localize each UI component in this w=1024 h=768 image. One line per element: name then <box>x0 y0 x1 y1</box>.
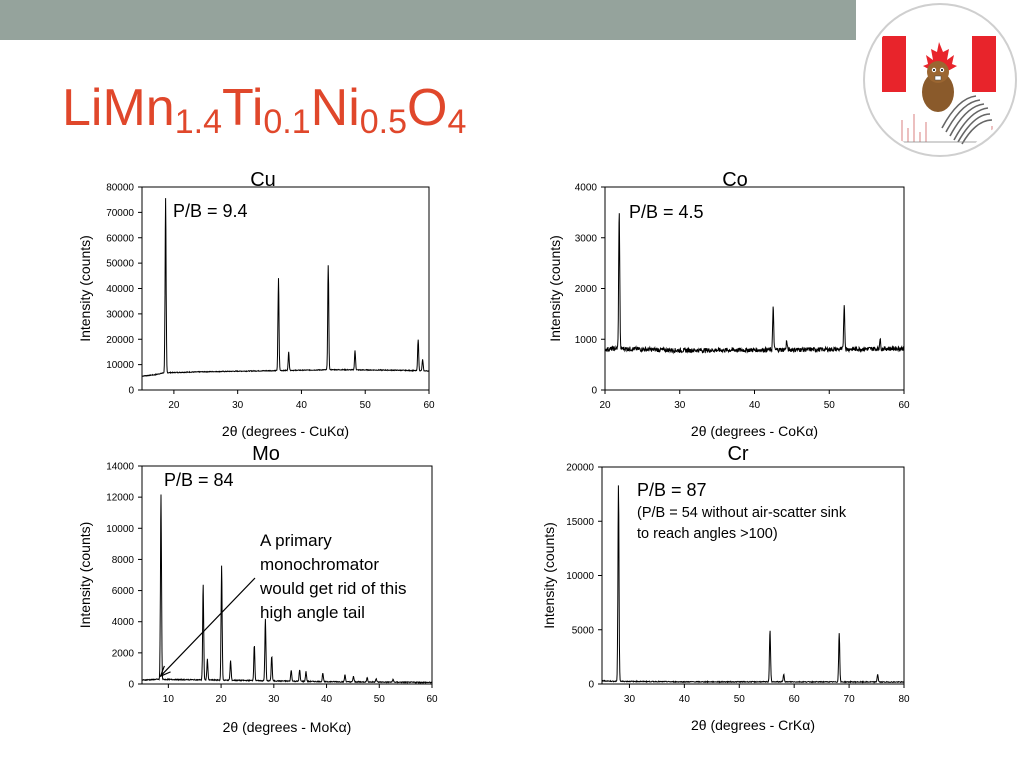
y-tick-label: 0 <box>128 680 134 691</box>
chart-title: Mo <box>252 443 280 465</box>
x-tick-label: 60 <box>426 694 438 705</box>
title-part: Ti <box>221 79 264 137</box>
x-tick-label: 50 <box>360 400 372 411</box>
pb-ratio-label: P/B = 84 <box>164 470 234 490</box>
y-tick-label: 1000 <box>575 335 598 346</box>
y-tick-label: 20000 <box>566 463 594 474</box>
x-tick-label: 10 <box>163 694 175 705</box>
x-tick-label: 40 <box>296 400 308 411</box>
title-subscript: 4 <box>447 103 467 141</box>
mo-xrd-chart: Mo 0 2000 4000 6000 8000 10000 12000 14000 10 20 30… <box>77 443 438 735</box>
note-line: monochromator <box>260 555 380 574</box>
x-axis-label: 2θ (degrees - CoKα) <box>691 423 818 439</box>
chart-title: Co <box>722 169 748 191</box>
y-tick-label: 0 <box>588 680 594 691</box>
y-tick-label: 2000 <box>112 648 135 659</box>
x-tick-label: 40 <box>749 400 761 411</box>
note-line: A primary <box>260 531 332 550</box>
title-subscript: 1.4 <box>174 103 222 141</box>
y-tick-label: 40000 <box>106 284 134 295</box>
x-tick-label: 40 <box>679 694 691 705</box>
x-axis-label: 2θ (degrees - MoKα) <box>223 719 352 735</box>
y-tick-label: 80000 <box>106 183 134 194</box>
y-tick-label: 3000 <box>575 233 598 244</box>
y-tick-label: 5000 <box>572 625 595 636</box>
y-tick-label: 6000 <box>112 586 135 597</box>
x-tick-label: 30 <box>674 400 686 411</box>
y-tick-label: 70000 <box>106 208 134 219</box>
y-tick-label: 0 <box>591 386 597 397</box>
x-tick-label: 40 <box>321 694 333 705</box>
arrow-head <box>159 665 171 678</box>
cr-xrd-chart: Cr 0 5000 10000 15000 20000 30 40 50 60 70 80 2θ (de… <box>541 443 910 733</box>
x-tick-label: 60 <box>898 400 910 411</box>
y-tick-label: 12000 <box>106 493 134 504</box>
x-tick-label: 20 <box>599 400 611 411</box>
title-part: O <box>407 79 448 137</box>
x-tick-label: 20 <box>168 400 180 411</box>
canada-flag-beaver-logo-icon <box>862 2 1018 158</box>
note-line: high angle tail <box>260 603 365 622</box>
cr-annotation-line: (P/B = 54 without air-scatter sink <box>637 505 847 521</box>
x-axis-label: 2θ (degrees - CrKα) <box>691 717 815 733</box>
series-line <box>141 494 433 685</box>
x-tick-label: 20 <box>216 694 228 705</box>
y-tick-label: 10000 <box>106 360 134 371</box>
x-tick-label: 50 <box>734 694 746 705</box>
chart-title: Cr <box>727 443 748 465</box>
x-tick-label: 60 <box>789 694 801 705</box>
y-tick-label: 14000 <box>106 462 134 473</box>
x-tick-label: 30 <box>624 694 636 705</box>
title-subscript: 0.1 <box>263 103 311 141</box>
title-subscript: 0.5 <box>359 103 408 141</box>
y-tick-label: 15000 <box>566 517 594 528</box>
pb-ratio-label: P/B = 4.5 <box>629 202 704 222</box>
x-tick-label: 30 <box>268 694 280 705</box>
y-tick-label: 20000 <box>106 335 134 346</box>
y-tick-label: 4000 <box>112 617 135 628</box>
series-line <box>604 213 905 355</box>
x-tick-label: 50 <box>374 694 386 705</box>
y-tick-label: 10000 <box>106 524 134 535</box>
monochromator-note: A primary monochromator would get rid of… <box>260 529 406 625</box>
x-tick-label: 80 <box>898 694 910 705</box>
cr-annotation-subtext: (P/B = 54 without air-scatter sink to re… <box>637 503 846 545</box>
pb-ratio-label: P/B = 87 <box>637 480 707 500</box>
x-tick-label: 30 <box>232 400 244 411</box>
y-tick-label: 50000 <box>106 259 134 270</box>
chart-title: Cu <box>250 169 276 191</box>
cu-xrd-chart: Cu 0 10000 20000 30000 40000 50000 60000 70000 80… <box>77 169 435 439</box>
y-axis-label: Intensity (counts) <box>541 522 557 629</box>
y-axis-label: Intensity (counts) <box>547 235 563 342</box>
y-axis-label: Intensity (counts) <box>77 235 93 342</box>
x-axis-label: 2θ (degrees - CuKα) <box>222 423 349 439</box>
y-tick-label: 8000 <box>112 555 135 566</box>
cr-annotation-line: to reach angles >100) <box>637 526 778 542</box>
title-part: LiMn <box>62 79 175 137</box>
y-tick-label: 2000 <box>575 284 598 295</box>
x-tick-label: 50 <box>824 400 836 411</box>
series-line <box>141 198 429 378</box>
pb-ratio-label: P/B = 9.4 <box>173 201 248 221</box>
x-tick-label: 60 <box>423 400 435 411</box>
plot-frame <box>141 465 433 685</box>
y-tick-label: 10000 <box>566 571 594 582</box>
note-line: would get rid of this <box>260 579 407 598</box>
x-tick-label: 70 <box>844 694 856 705</box>
y-axis-label: Intensity (counts) <box>77 522 93 629</box>
series-line <box>601 485 905 684</box>
y-tick-label: 4000 <box>575 183 598 194</box>
annotation-arrow <box>160 577 256 677</box>
y-tick-label: 60000 <box>106 233 134 244</box>
top-accent-bar <box>0 0 856 40</box>
co-xrd-chart: Co 0 1000 2000 3000 4000 20 30 40 50 60 2θ (degrees… <box>547 169 910 439</box>
slide-title: LiMn1.4Ti0.1Ni0.5O4 <box>62 79 466 139</box>
y-tick-label: 30000 <box>106 309 134 320</box>
y-tick-label: 0 <box>128 386 134 397</box>
title-part: Ni <box>310 79 360 137</box>
